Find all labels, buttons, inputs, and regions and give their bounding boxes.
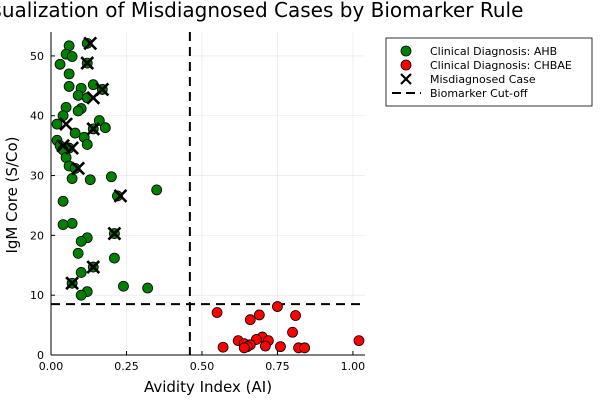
misdiagnosed-marker-stroke-b bbox=[86, 121, 101, 136]
chbae-point-1 bbox=[211, 307, 223, 318]
misdiagnosed-marker-stroke-b bbox=[59, 117, 74, 132]
chbae-point-3 bbox=[290, 310, 301, 321]
chart-title: Visualization of Misdiagnosed Cases by B… bbox=[0, 0, 523, 22]
ahb-point-35 bbox=[112, 190, 123, 202]
misdiagnosed-marker-11 bbox=[86, 260, 101, 274]
ahb-point-18 bbox=[93, 115, 105, 126]
legend-marker-1 bbox=[400, 59, 412, 71]
legend-label-3: Biomarker Cut-off bbox=[430, 87, 528, 100]
cutoff-lines bbox=[51, 32, 365, 355]
misdiagnosed-marker-stroke-b bbox=[86, 260, 101, 274]
misdiagnosed-marker-1 bbox=[80, 56, 95, 71]
ahb-point-3 bbox=[66, 51, 78, 62]
misdiagnosed-marker-3 bbox=[86, 90, 101, 105]
ahb-point-43 bbox=[109, 252, 120, 264]
y-tick-label-1: 10 bbox=[30, 289, 44, 302]
misdiagnosed-marker-stroke-b bbox=[65, 276, 80, 291]
y-tick-label-5: 50 bbox=[30, 50, 44, 63]
ahb-point-34 bbox=[151, 184, 163, 196]
y-tick-label-4: 40 bbox=[30, 110, 44, 123]
ahb-point-38 bbox=[57, 219, 69, 231]
misdiagnosed-marker-7 bbox=[65, 141, 80, 155]
chbae-point-5 bbox=[287, 326, 298, 338]
y-tick-label-2: 20 bbox=[30, 229, 44, 242]
axis-frame bbox=[50, 32, 365, 356]
misdiagnosed-marker-stroke-b bbox=[113, 188, 128, 203]
y-tick-label-0: 0 bbox=[37, 349, 44, 362]
ahb-point-8 bbox=[63, 81, 75, 92]
misdiagnosed-marker-stroke-b bbox=[65, 141, 80, 155]
ahb-point-17 bbox=[51, 118, 63, 130]
ahb-point-33 bbox=[105, 171, 117, 183]
ahb-point-21 bbox=[69, 127, 81, 139]
ahb-point-15 bbox=[72, 105, 84, 117]
chbae-point-2 bbox=[253, 309, 265, 321]
ahb-point-48 bbox=[142, 282, 154, 294]
misdiagnosed-marker-8 bbox=[71, 161, 86, 176]
x-tick-label-3: 0.75 bbox=[265, 360, 290, 373]
misdiagnosed-marker-9 bbox=[113, 188, 128, 203]
misdiagnosed-marker-5 bbox=[86, 121, 101, 136]
ahb-point-41 bbox=[75, 235, 87, 247]
ahb-point-31 bbox=[66, 173, 78, 184]
legend-label-1: Clinical Diagnosis: CHBAE bbox=[430, 59, 572, 72]
ahb-point-6 bbox=[63, 68, 75, 80]
chbae-point-4 bbox=[244, 314, 256, 326]
legend-label-0: Clinical Diagnosis: AHB bbox=[430, 45, 557, 58]
chbae-point-14 bbox=[275, 341, 286, 353]
chbae-point-10 bbox=[353, 335, 365, 347]
ahb-point-37 bbox=[66, 218, 78, 229]
ahb-point-45 bbox=[75, 267, 87, 278]
misdiagnosed-marker-stroke-b bbox=[107, 226, 122, 241]
legend-box bbox=[385, 37, 593, 107]
misdiagnosed-marker-stroke-b bbox=[83, 36, 98, 51]
ahb-point-0 bbox=[81, 37, 93, 49]
ahb-point-30 bbox=[69, 162, 81, 174]
ahb-point-42 bbox=[72, 247, 84, 259]
legend-marker-x-b bbox=[400, 73, 412, 85]
x-tick-label-4: 1.00 bbox=[341, 360, 366, 373]
ahb-point-50 bbox=[75, 289, 87, 301]
ahb-point-11 bbox=[72, 90, 84, 101]
misdiagnosed-marker-10 bbox=[107, 226, 122, 241]
x-tick-label-0: 0.00 bbox=[39, 360, 64, 373]
x-tick-label-1: 0.25 bbox=[114, 360, 139, 373]
ahb-point-19 bbox=[99, 122, 111, 134]
legend-label-2: Misdiagnosed Case bbox=[430, 73, 536, 86]
misdiagnosed-marker-12 bbox=[65, 276, 80, 291]
legend-marker-0 bbox=[400, 45, 412, 57]
chbae-point-19 bbox=[238, 342, 250, 354]
chbae-point-13 bbox=[259, 340, 271, 352]
misdiagnosed-marker-4 bbox=[59, 117, 74, 132]
chbae-point-0 bbox=[272, 301, 283, 312]
misdiagnosed-marker-0 bbox=[83, 36, 98, 51]
chbae-point-18 bbox=[299, 342, 311, 354]
misdiagnosed-marker-stroke-b bbox=[71, 161, 86, 176]
ahb-point-4 bbox=[54, 58, 66, 70]
misdiagnosed-marker-stroke-b bbox=[86, 90, 101, 105]
y-axis-title: IgM Core (S/Co) bbox=[3, 136, 21, 253]
ahb-point-24 bbox=[81, 139, 93, 150]
y-tick-label-3: 30 bbox=[30, 170, 44, 183]
x-axis-ticks: 0.00 0.25 0.50 0.75 1.00 bbox=[39, 351, 365, 373]
y-axis-ticks: 0 10 20 30 40 50 bbox=[30, 50, 55, 362]
misdiagnosed-marker-stroke-b bbox=[80, 56, 95, 71]
grid-lines bbox=[50, 32, 365, 356]
data-points bbox=[51, 36, 365, 354]
ahb-point-32 bbox=[84, 174, 96, 186]
chbae-point-16 bbox=[217, 341, 229, 353]
x-axis-title: Avidity Index (AI) bbox=[144, 378, 272, 396]
ahb-point-36 bbox=[57, 195, 69, 207]
x-tick-label-2: 0.50 bbox=[190, 360, 215, 373]
ahb-point-47 bbox=[118, 280, 129, 292]
